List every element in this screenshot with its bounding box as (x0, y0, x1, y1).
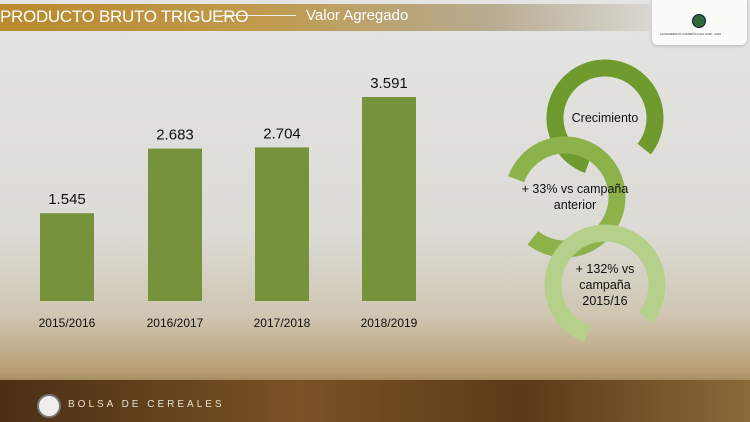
cycle-step-text: anterior (554, 198, 596, 212)
category-label: 2017/2018 (254, 316, 311, 330)
bar-value-label: 2.704 (263, 125, 301, 142)
cycle-step-text: Crecimiento (572, 111, 639, 125)
bar (362, 97, 416, 301)
title-divider (222, 15, 296, 16)
growth-cycle-diagram: Crecimiento + 33% vs campaña anterior + 132… (504, 59, 666, 346)
bar-value-label: 1.545 (48, 191, 86, 208)
bar (255, 147, 309, 301)
bar (40, 213, 94, 301)
category-label: 2018/2019 (361, 316, 418, 330)
logo-text: LANZAMIENTO CAMPAÑA FINA 2018 - 2019 (660, 32, 721, 36)
slide-subtitle: Valor Agregado (306, 7, 409, 24)
cycle-arrow-ring (546, 59, 664, 177)
footer-brand: BOLSA DE CEREALES (68, 399, 225, 410)
campaign-logo: LANZAMIENTO CAMPAÑA FINA 2018 - 2019 (652, 0, 747, 45)
cycle-step-text: + 132% vs (576, 262, 635, 276)
logo-emblem-icon (692, 14, 706, 28)
cycle-step-text: campaña (579, 278, 630, 292)
cycle-arrow-ring (504, 136, 626, 258)
slide-title: PRODUCTO BRUTO TRIGUERO (0, 7, 249, 26)
bar-chart: 1.545 2015/2016 2.683 2016/2017 2.704 2017/20… (39, 75, 418, 330)
bolsa-emblem-icon (37, 394, 61, 418)
bar (148, 148, 202, 301)
footer: BOLSA DE CEREALES (0, 380, 750, 422)
title-bar (0, 4, 650, 31)
cycle-step-text: + 33% vs campaña (522, 182, 629, 196)
category-label: 2016/2017 (147, 316, 204, 330)
category-label: 2015/2016 (39, 316, 96, 330)
cycle-step-text: 2015/16 (582, 294, 627, 308)
bar-value-label: 2.683 (156, 127, 194, 144)
bar-value-label: 3.591 (370, 75, 408, 92)
